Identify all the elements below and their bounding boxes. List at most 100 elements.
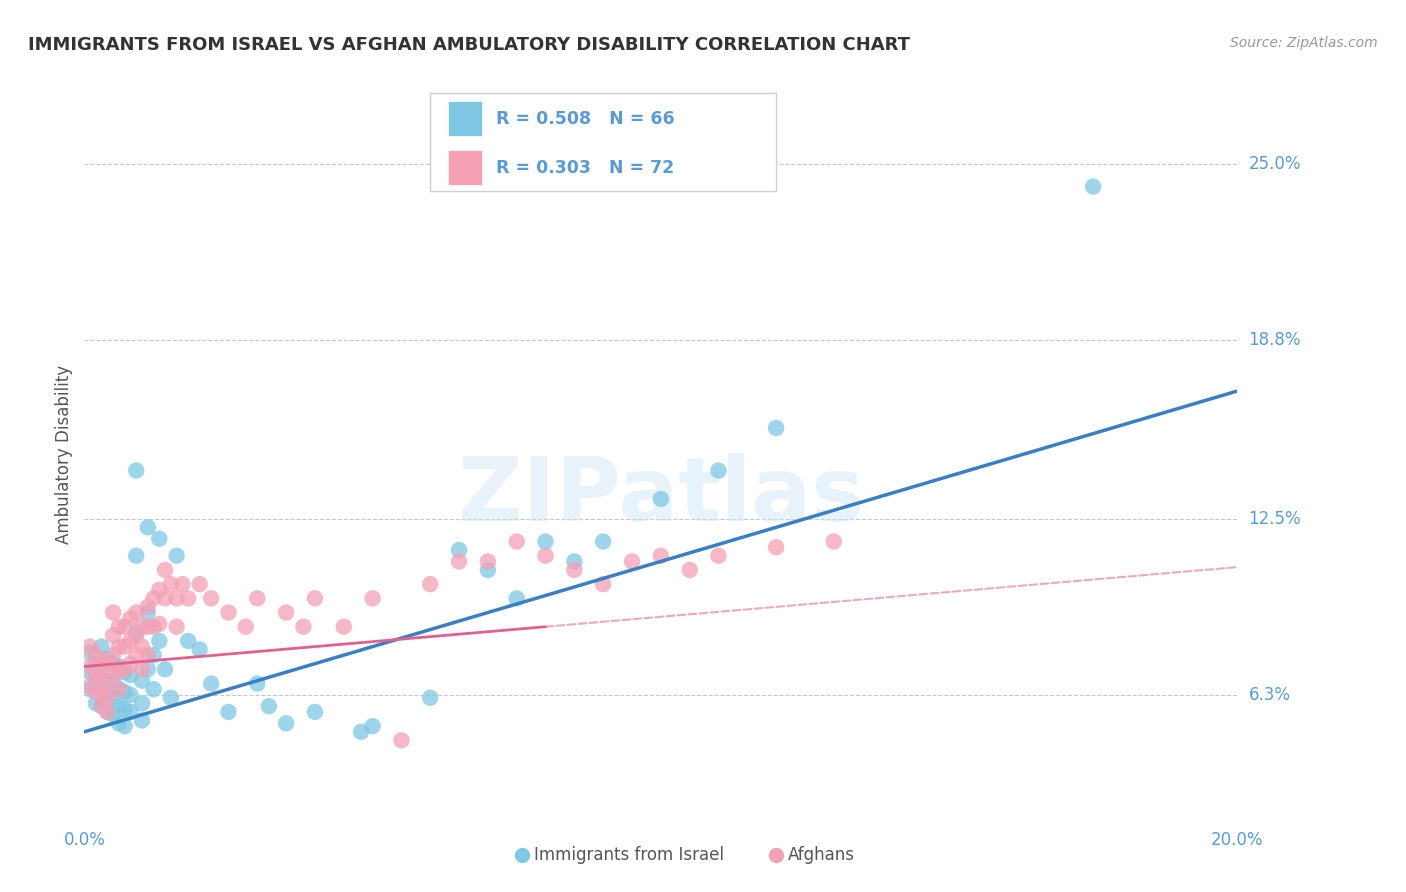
Point [136,620,159,634]
Point [96,651,118,665]
Point [136,520,159,534]
Point [79,665,101,680]
Point [172,577,194,591]
Point [131,662,153,676]
Y-axis label: Ambulatory Disability: Ambulatory Disability [55,366,73,544]
Point [96,676,118,690]
Point [1083,179,1105,194]
Point [246,676,269,690]
Text: Immigrants from Israel: Immigrants from Israel [534,846,724,864]
Point [131,620,153,634]
Point [166,591,188,606]
Point [84,657,107,671]
Point [136,662,159,676]
Text: 6.3%: 6.3% [1249,686,1291,704]
Point [120,705,142,719]
Point [96,688,118,702]
Point [276,716,298,731]
Point [114,702,136,716]
Point [79,679,101,693]
Point [125,648,148,662]
Point [125,549,148,563]
Point [506,591,529,606]
FancyBboxPatch shape [447,102,482,136]
Point [84,668,107,682]
Point [108,659,131,673]
Point [218,606,240,620]
Point [419,577,441,591]
Point [276,606,298,620]
Point [142,648,165,662]
Point [765,421,787,435]
Point [200,591,222,606]
Point [90,640,112,654]
Text: 0.0%: 0.0% [63,830,105,848]
Point [419,690,441,705]
Point [235,620,257,634]
Point [160,690,183,705]
Point [188,642,211,657]
Point [90,668,112,682]
Point [90,654,112,668]
Point [114,662,136,676]
Point [103,648,124,662]
Point [160,577,183,591]
Point [103,690,124,705]
Point [621,554,644,568]
Point [564,563,586,577]
Point [148,634,170,648]
Point [96,673,118,688]
Point [246,591,269,606]
Point [120,611,142,625]
Text: R = 0.508   N = 66: R = 0.508 N = 66 [496,110,675,128]
Text: 20.0%: 20.0% [1211,830,1264,848]
Point [90,682,112,697]
Point [477,563,499,577]
Point [350,724,373,739]
Point [131,714,153,728]
Point [136,606,159,620]
Point [153,662,176,676]
Point [131,697,153,711]
Point [707,549,730,563]
Text: ZIPatlas: ZIPatlas [458,453,863,541]
Point [114,620,136,634]
Point [108,699,131,714]
Point [188,577,211,591]
Point [90,685,112,699]
Point [292,620,315,634]
Point [120,657,142,671]
Point [679,563,702,577]
Text: 18.8%: 18.8% [1249,331,1301,349]
Point [84,648,107,662]
Point [103,707,124,722]
Point [142,620,165,634]
Point [79,659,101,673]
Text: 12.5%: 12.5% [1249,510,1301,528]
Point [477,554,499,568]
Point [96,705,118,719]
Point [200,676,222,690]
Point [108,682,131,697]
Point [103,673,124,688]
Text: Source: ZipAtlas.com: Source: ZipAtlas.com [1230,36,1378,50]
Point [650,491,672,506]
Point [142,682,165,697]
Point [333,620,356,634]
Point [114,640,136,654]
Point [131,640,153,654]
Point [153,563,176,577]
Point [304,591,326,606]
Point [79,640,101,654]
Point [125,625,148,640]
Point [79,682,101,697]
Point [257,699,280,714]
Text: 25.0%: 25.0% [1249,155,1301,173]
Point [142,591,165,606]
Point [120,634,142,648]
Point [391,733,413,747]
Point [103,668,124,682]
Point [114,665,136,680]
Point [108,716,131,731]
Point [108,662,131,676]
